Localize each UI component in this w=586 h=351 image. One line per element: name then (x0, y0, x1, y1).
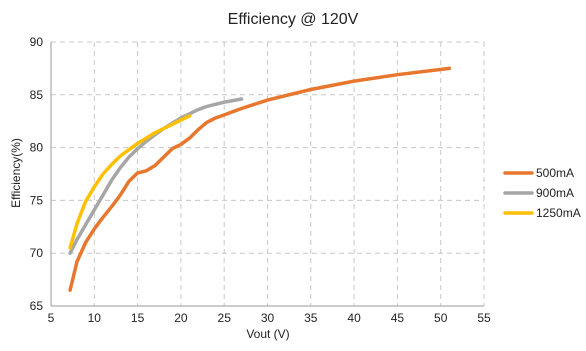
legend: 500mA 900mA 1250mA (503, 166, 581, 220)
y-axis-label: Efficiency(%) (9, 138, 23, 208)
y-tick-label: 70 (30, 246, 44, 260)
x-tick-label: 35 (304, 311, 318, 325)
x-axis-label: Vout (V) (246, 327, 289, 341)
x-tick-label: 30 (261, 311, 275, 325)
legend-label-900mA: 900mA (536, 186, 574, 200)
x-tick-label: 20 (174, 311, 188, 325)
legend-label-1250mA: 1250mA (536, 206, 581, 220)
x-tick-label: 5 (48, 311, 55, 325)
x-tick-label: 55 (477, 311, 491, 325)
x-tick-label: 45 (391, 311, 405, 325)
x-tick-label: 25 (218, 311, 232, 325)
series-line-1250mA (68, 114, 192, 250)
legend-label-500mA: 500mA (536, 166, 574, 180)
chart-title: Efficiency @ 120V (228, 11, 359, 28)
y-tick-label: 85 (30, 88, 44, 102)
series-layer (68, 66, 452, 292)
x-tick-label: 10 (88, 311, 102, 325)
axis-layer: 5 10 15 20 25 30 35 40 45 50 55 65 70 75 80 85 90 (30, 35, 491, 325)
y-tick-label: 80 (30, 141, 44, 155)
x-tick-label: 50 (434, 311, 448, 325)
x-tick-label: 40 (347, 311, 361, 325)
y-tick-label: 90 (30, 35, 44, 49)
series-line-900mA (68, 97, 244, 255)
y-tick-label: 65 (30, 299, 44, 313)
x-tick-label: 15 (131, 311, 145, 325)
series-line-500mA (68, 66, 452, 292)
y-tick-label: 75 (30, 193, 44, 207)
grid-layer (51, 41, 485, 306)
